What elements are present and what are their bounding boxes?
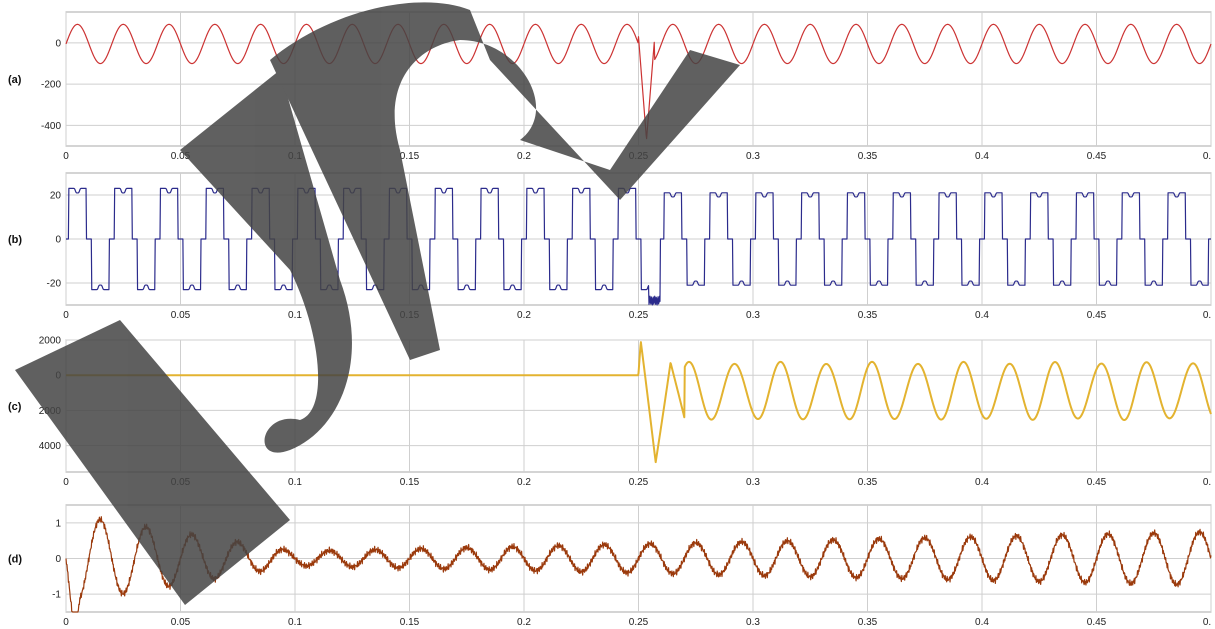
x-tick-label: 0.45 [1087,617,1107,628]
x-tick-label: 0.2 [517,617,531,628]
panel-label: (d) [8,554,22,566]
x-tick-label: 0.4 [975,151,989,162]
x-tick-label: 0.25 [629,477,649,488]
panel-label: (b) [8,234,22,246]
series-line [65,23,1212,140]
x-tick-label: 0.05 [171,617,191,628]
x-tick-label: 0.3 [746,617,760,628]
x-tick-label: 0.25 [629,617,649,628]
x-tick-label: 0.3 [746,151,760,162]
x-tick-label: 0.1 [288,477,302,488]
panel-1: 00.050.10.150.20.250.30.350.40.450.0-200… [8,11,1212,162]
y-tick-label: 0 [55,38,61,49]
x-tick-label: 0 [63,310,69,321]
x-tick-label: 0 [63,477,69,488]
y-tick-label: 4000 [39,441,62,452]
y-tick-label: -400 [41,121,61,132]
watermark-logo [15,2,740,605]
x-tick-label: 0.1 [288,310,302,321]
x-tick-label: 0.2 [517,151,531,162]
x-tick-label: 0.15 [400,617,420,628]
x-tick-label: 0. [1203,477,1211,488]
y-tick-label: -1 [52,590,61,601]
x-tick-label: 0.2 [517,477,531,488]
x-tick-label: 0.2 [517,310,531,321]
x-tick-label: 0.4 [975,310,989,321]
y-tick-label: -200 [41,80,61,91]
x-tick-label: 0.05 [171,151,191,162]
x-tick-label: 0.15 [400,151,420,162]
x-tick-label: 0.35 [858,310,878,321]
panel-2: 00.050.10.150.20.250.30.350.40.450.200-2… [8,172,1212,321]
panel-3: 00.050.10.150.20.250.30.350.40.450.20000… [8,336,1212,488]
x-tick-label: 0.15 [400,477,420,488]
x-tick-label: 0 [63,617,69,628]
x-tick-label: 0.4 [975,617,989,628]
y-tick-label: 2000 [39,336,62,347]
x-tick-label: 0.45 [1087,151,1107,162]
x-tick-label: 0 [63,151,69,162]
x-tick-label: 0.35 [858,477,878,488]
x-tick-label: 0.1 [288,617,302,628]
x-tick-label: 0.3 [746,310,760,321]
x-tick-label: 0.05 [171,310,191,321]
x-tick-label: 0.25 [629,310,649,321]
x-tick-label: 0.4 [975,477,989,488]
panel-label: (c) [8,401,22,413]
x-tick-label: 0.45 [1087,310,1107,321]
y-tick-label: 1 [55,518,61,529]
series-line [65,341,1212,464]
y-tick-label: 0 [55,554,61,565]
watermark-letter-j [180,70,352,453]
watermark-letter-r [270,2,740,360]
panels: 00.050.10.150.20.250.30.350.40.450.0-200… [8,11,1212,628]
x-tick-label: 0. [1203,310,1211,321]
x-tick-label: 0.35 [858,617,878,628]
y-tick-label: 0 [55,235,61,246]
x-tick-label: 0. [1203,617,1211,628]
x-tick-label: 0.35 [858,151,878,162]
y-tick-label: -20 [47,279,62,290]
x-tick-label: 0.45 [1087,477,1107,488]
y-tick-label: 20 [50,191,62,202]
series-line [65,516,1212,613]
panel-label: (a) [8,74,22,86]
x-tick-label: 0.3 [746,477,760,488]
watermark-letter-i [15,320,290,605]
x-tick-label: 0. [1203,151,1211,162]
